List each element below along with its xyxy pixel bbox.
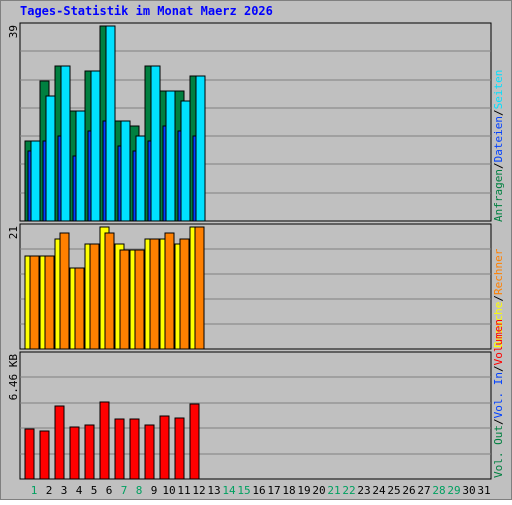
legend-item-volout: Vol. Out	[492, 425, 505, 478]
day-label-28: 28	[432, 484, 445, 497]
day-label-7: 7	[121, 484, 128, 497]
bar-hits-Seiten-day-8	[135, 135, 146, 222]
day-label-15: 15	[237, 484, 250, 497]
day-label-12: 12	[192, 484, 205, 497]
day-label-11: 11	[177, 484, 190, 497]
chart-title: Tages-Statistik im Monat Maerz 2026	[20, 4, 273, 18]
day-label-3: 3	[61, 484, 68, 497]
bar-volume-Volumen-day-7	[114, 418, 125, 480]
panel-max-label: 39	[7, 25, 20, 38]
panel-hits: 39	[7, 22, 492, 222]
chart-panels: 39 21 6.46 KB	[7, 22, 492, 480]
bar-volume-Volumen-day-8	[129, 418, 140, 480]
legend-area: Anfragen/Dateien/SeitenBesuche/RechnerVo…	[492, 70, 505, 478]
day-label-17: 17	[267, 484, 280, 497]
bar-hits-Seiten-day-6	[105, 25, 116, 222]
bar-volume-Volumen-day-12	[189, 403, 200, 480]
legend-item-volumen: Volumen	[492, 319, 505, 365]
legend-separator: /	[492, 418, 505, 425]
day-label-23: 23	[357, 484, 370, 497]
bar-hits-Seiten-day-12	[195, 75, 206, 222]
bar-hits-Seiten-day-7	[120, 120, 131, 222]
bar-visits-Rechner-day-9	[149, 238, 160, 350]
bar-visits-Rechner-day-3	[59, 232, 70, 350]
bar-visits-Rechner-day-2	[44, 255, 55, 350]
day-label-21: 21	[327, 484, 340, 497]
day-label-31: 31	[477, 484, 490, 497]
day-label-19: 19	[297, 484, 310, 497]
bar-volume-Volumen-day-11	[174, 417, 185, 480]
bar-hits-Seiten-day-2	[45, 95, 56, 222]
bar-visits-Rechner-day-1	[29, 255, 40, 350]
legend-item-volin: Vol. In	[492, 372, 505, 418]
bar-volume-Volumen-day-6	[99, 401, 110, 480]
bar-visits-Rechner-day-12	[194, 226, 205, 350]
legend-item-besuche: Besuche	[492, 302, 505, 348]
day-label-9: 9	[151, 484, 158, 497]
bar-volume-Volumen-day-2	[39, 430, 50, 480]
day-label-27: 27	[417, 484, 430, 497]
day-label-14: 14	[222, 484, 236, 497]
day-label-13: 13	[207, 484, 220, 497]
bar-visits-Rechner-day-8	[134, 249, 145, 350]
legend-separator: /	[492, 295, 505, 302]
legend-top: Anfragen/Dateien/Seiten	[492, 70, 505, 222]
legend-separator: /	[492, 162, 505, 169]
bar-hits-Seiten-day-4	[75, 110, 86, 222]
legend-item-rechner: Rechner	[492, 248, 505, 295]
bar-volume-Volumen-day-4	[69, 426, 80, 480]
bar-visits-Rechner-day-4	[74, 267, 85, 350]
series-Volumen	[24, 401, 200, 480]
bar-volume-Volumen-day-9	[144, 424, 155, 480]
day-label-16: 16	[252, 484, 265, 497]
bar-hits-Seiten-day-1	[30, 140, 41, 222]
day-label-18: 18	[282, 484, 295, 497]
bar-visits-Rechner-day-5	[89, 243, 100, 350]
day-label-4: 4	[76, 484, 83, 497]
bar-volume-Volumen-day-5	[84, 424, 95, 480]
day-label-25: 25	[387, 484, 400, 497]
legend-item-anfragen: Anfragen	[492, 169, 505, 222]
day-label-6: 6	[106, 484, 113, 497]
bar-visits-Rechner-day-11	[179, 238, 190, 350]
day-label-5: 5	[91, 484, 98, 497]
day-label-26: 26	[402, 484, 415, 497]
legend-bottom: Vol. Out/Vol. In/Volumen	[492, 319, 505, 478]
day-label-30: 30	[462, 484, 475, 497]
panel-max-label: 6.46 KB	[7, 354, 20, 401]
legend-separator: /	[492, 365, 505, 372]
day-label-20: 20	[312, 484, 325, 497]
bar-hits-Seiten-day-3	[60, 65, 71, 222]
panel-max-label: 21	[7, 226, 20, 239]
day-label-2: 2	[46, 484, 53, 497]
day-label-22: 22	[342, 484, 355, 497]
day-axis-labels: 1 2 3 4 5 6 7 8 9 10 11 12 13 14 15 16 17 18 19 20 21 22 23 24 2…	[31, 484, 491, 497]
bar-visits-Rechner-day-7	[119, 249, 130, 350]
series-Rechner	[29, 226, 205, 350]
panel-frame	[19, 351, 492, 480]
day-label-8: 8	[136, 484, 143, 497]
day-label-24: 24	[372, 484, 386, 497]
bar-hits-Seiten-day-10	[165, 90, 176, 222]
bar-hits-Seiten-day-11	[180, 100, 191, 222]
bar-hits-Seiten-day-5	[90, 70, 101, 222]
bar-volume-Volumen-day-3	[54, 405, 65, 480]
bar-volume-Volumen-day-1	[24, 428, 35, 480]
legend-item-dateien: Dateien	[492, 116, 505, 162]
series-Seiten	[30, 25, 206, 222]
bar-hits-Seiten-day-9	[150, 65, 161, 222]
day-label-29: 29	[447, 484, 460, 497]
legend-item-seiten: Seiten	[492, 70, 505, 110]
bar-visits-Rechner-day-10	[164, 232, 175, 350]
legend-middle: Besuche/Rechner	[492, 248, 505, 348]
day-label-1: 1	[31, 484, 38, 497]
panel-volume: 6.46 KB	[7, 351, 492, 480]
panel-visits: 21	[7, 223, 492, 350]
legend-separator: /	[492, 109, 505, 116]
bar-visits-Rechner-day-6	[104, 232, 115, 350]
bar-volume-Volumen-day-10	[159, 415, 170, 480]
day-label-10: 10	[162, 484, 175, 497]
